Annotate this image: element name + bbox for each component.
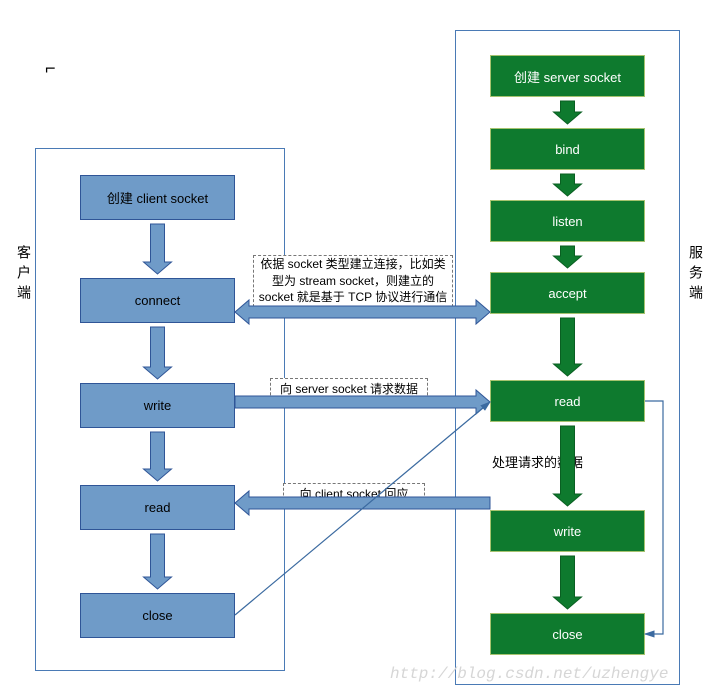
- s-accept-label: accept: [548, 286, 586, 301]
- process-label: 处理请求的数据: [492, 452, 583, 471]
- s-write-label: write: [554, 524, 581, 539]
- c-create-node: 创建 client socket: [80, 175, 235, 220]
- s-create-node: 创建 server socket: [490, 55, 645, 97]
- s-create-label: 创建 server socket: [514, 67, 621, 86]
- s-listen-node: listen: [490, 200, 645, 242]
- s-close-label: close: [552, 627, 582, 642]
- ann-request: 向 server socket 请求数据: [270, 378, 428, 400]
- s-write-node: write: [490, 510, 645, 552]
- s-close-node: close: [490, 613, 645, 655]
- c-close-label: close: [142, 608, 172, 623]
- c-connect-node: connect: [80, 278, 235, 323]
- s-bind-node: bind: [490, 128, 645, 170]
- ann-connect: 依据 socket 类型建立连接，比如类型为 stream socket，则建立…: [253, 255, 453, 307]
- s-read-label: read: [554, 394, 580, 409]
- ann-reply: 向 client socket 回应: [283, 483, 425, 505]
- s-read-node: read: [490, 380, 645, 422]
- cursor-mark: ⌐: [45, 58, 56, 79]
- watermark: http://blog.csdn.net/uzhengye: [390, 665, 668, 683]
- c-read-label: read: [144, 500, 170, 515]
- c-write-label: write: [144, 398, 171, 413]
- c-close-node: close: [80, 593, 235, 638]
- c-read-node: read: [80, 485, 235, 530]
- server-side-label: 服务端: [686, 245, 706, 305]
- c-write-node: write: [80, 383, 235, 428]
- s-listen-label: listen: [552, 214, 582, 229]
- client-side-label: 客户端: [14, 245, 34, 305]
- s-accept-node: accept: [490, 272, 645, 314]
- s-bind-label: bind: [555, 142, 580, 157]
- c-connect-label: connect: [135, 293, 181, 308]
- c-create-label: 创建 client socket: [107, 188, 208, 207]
